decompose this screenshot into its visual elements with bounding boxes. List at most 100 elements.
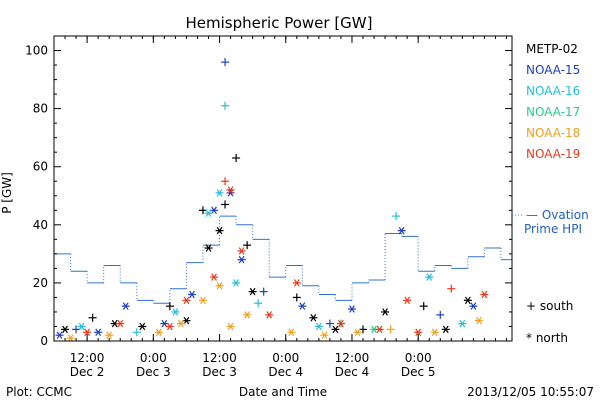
point-stroke (205, 244, 212, 252)
north-point (248, 287, 257, 296)
north-point (116, 319, 125, 328)
south-point (325, 319, 334, 328)
point-stroke (249, 287, 256, 296)
point-stroke (415, 328, 422, 337)
point-stroke (178, 319, 184, 328)
point-stroke (338, 319, 344, 328)
north-point (309, 314, 318, 322)
north-point (187, 290, 196, 299)
north-point (77, 322, 86, 331)
north-point (160, 319, 169, 328)
south-point (198, 206, 207, 215)
south-point (259, 287, 268, 296)
north-point (469, 302, 478, 310)
x-tick-label-date: Dec 5 (401, 365, 436, 379)
legend-ovation-line2: Prime HPI (524, 222, 582, 236)
point-stroke (315, 322, 322, 331)
north-point (176, 319, 185, 328)
north-point (320, 331, 329, 339)
north-point (430, 328, 439, 337)
north-point (331, 325, 340, 334)
chart-title: Hemispheric Power [GW] (186, 14, 373, 32)
point-stroke (238, 255, 245, 264)
point-stroke (78, 322, 85, 331)
point-stroke (442, 325, 449, 334)
point-stroke (244, 311, 251, 319)
south-point (232, 154, 241, 162)
point-stroke (227, 186, 234, 194)
x-tick-label-time: 0:00 (405, 351, 432, 365)
legend: — Ovation Prime HPI + south * north METP… (512, 42, 589, 345)
south-point (165, 302, 174, 311)
point-stroke (122, 302, 129, 310)
point-stroke (155, 328, 162, 337)
point-stroke (117, 319, 124, 328)
north-point (154, 328, 163, 337)
south-point (221, 58, 230, 67)
north-point (474, 316, 483, 325)
north-point (287, 328, 296, 337)
point-stroke (189, 290, 195, 299)
y-tick-label: 80 (33, 102, 48, 116)
point-stroke (216, 282, 223, 290)
point-stroke (56, 331, 63, 339)
point-stroke (166, 322, 173, 331)
north-point (314, 322, 323, 331)
point-stroke (404, 296, 411, 305)
south-point (359, 325, 368, 334)
legend-satellite: NOAA-19 (526, 147, 580, 161)
point-stroke (310, 314, 317, 322)
legend-satellite: NOAA-17 (526, 105, 580, 119)
north-point (458, 319, 467, 328)
north-point (298, 302, 307, 310)
south-point (392, 212, 401, 221)
north-point (94, 328, 103, 337)
north-point (480, 290, 489, 299)
point-stroke (299, 302, 306, 310)
point-stroke (288, 328, 295, 337)
north-point (375, 325, 384, 334)
north-point (210, 273, 219, 281)
north-point (265, 311, 274, 319)
legend-south-marker: + south (526, 299, 573, 313)
south-point (447, 284, 456, 293)
north-point (210, 206, 219, 215)
north-point (232, 279, 241, 287)
south-point (132, 328, 141, 337)
north-point (165, 322, 174, 331)
y-axis-label: P [GW] (0, 172, 14, 214)
point-stroke (481, 290, 488, 299)
legend-satellite: NOAA-16 (526, 84, 580, 98)
north-point (215, 282, 224, 290)
ovation-layer (54, 215, 512, 304)
south-point (88, 313, 97, 322)
north-point (381, 308, 390, 316)
plot-frame (53, 35, 513, 342)
x-tick-label-time: 12:00 (202, 351, 237, 365)
south-point (221, 177, 230, 186)
point-stroke (227, 322, 234, 331)
x-tick-label-time: 0:00 (140, 351, 167, 365)
legend-ovation-line1: — Ovation (526, 208, 589, 222)
point-stroke (398, 226, 405, 235)
x-tick-label-time: 12:00 (70, 351, 105, 365)
data-points-layer (55, 58, 489, 342)
x-tick-label-date: Dec 3 (136, 365, 171, 379)
x-tick-label-date: Dec 4 (268, 365, 303, 379)
point-stroke (266, 311, 273, 319)
x-tick-label-date: Dec 4 (335, 365, 370, 379)
point-stroke (216, 189, 223, 197)
point-stroke (111, 319, 118, 328)
point-stroke (371, 325, 377, 334)
legend-satellite: NOAA-18 (526, 126, 580, 140)
north-point (237, 255, 246, 264)
point-stroke (238, 247, 245, 255)
north-point (237, 247, 246, 255)
point-stroke (349, 305, 355, 313)
y-tick-label: 20 (33, 276, 48, 290)
y-tick-label: 100 (25, 44, 48, 58)
y-tick-label: 40 (33, 218, 48, 232)
point-stroke (172, 308, 179, 316)
x-axis-label: Date and Time (239, 385, 327, 399)
